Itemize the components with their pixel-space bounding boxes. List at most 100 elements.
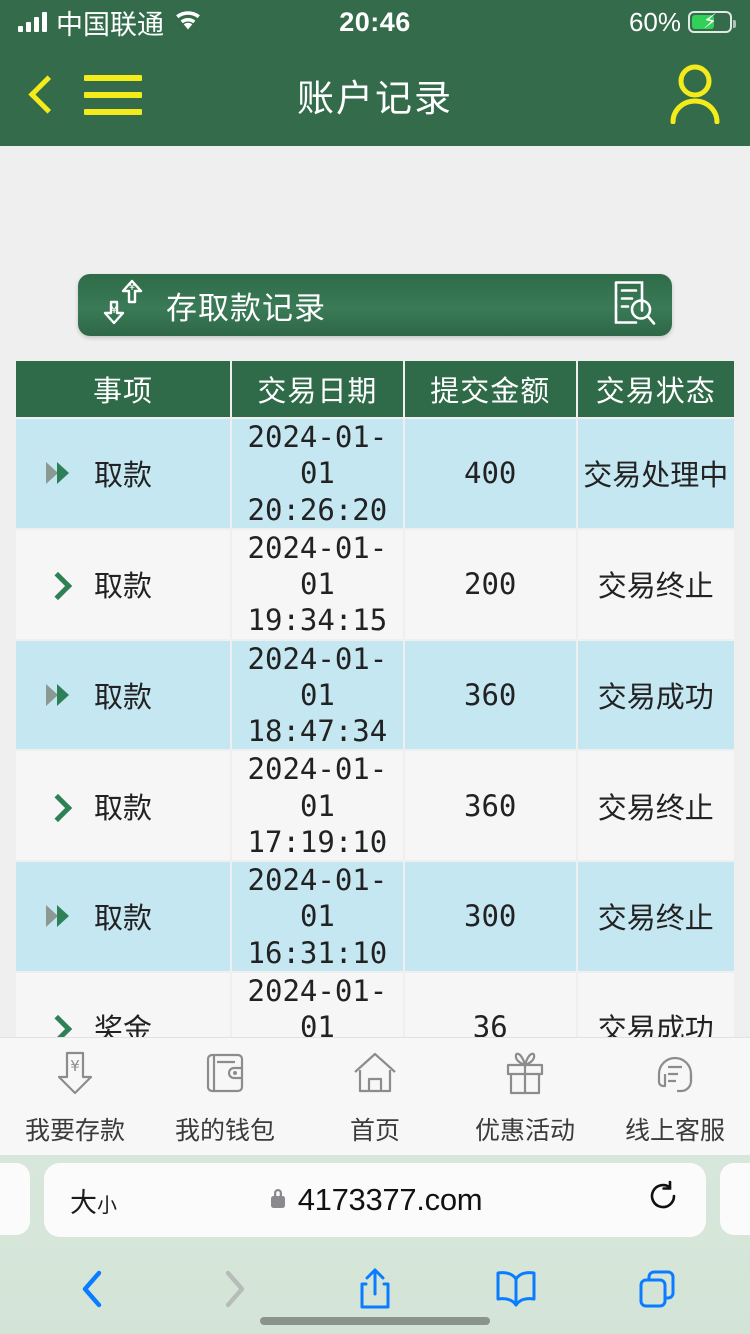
nav-item-wallet[interactable]: 我的钱包 [150, 1047, 300, 1147]
adjacent-tab-right[interactable] [720, 1163, 750, 1235]
cell-amount: 200 [402, 527, 578, 641]
cell-date: 2024-01-01 20:26:20 [230, 417, 405, 530]
home-icon [349, 1047, 401, 1104]
address-bar[interactable]: 大小 4173377.com [44, 1163, 706, 1237]
safari-toolbar [0, 1243, 750, 1334]
row-triangle-marker-icon [46, 460, 72, 486]
cell-status: 交易处理中 [575, 417, 737, 530]
cell-item: 取款 [14, 417, 232, 530]
cell-item: 取款 [14, 527, 232, 641]
records-banner-wrap: ¥ ¥ 存取款记录 [0, 146, 750, 336]
time-value: 18:47:34 [247, 714, 388, 748]
cell-item: 取款 [14, 860, 232, 973]
book-icon[interactable] [476, 1259, 556, 1319]
app-header-left-icons [26, 73, 142, 117]
item-label: 取款 [94, 681, 153, 714]
site-bottom-nav: ¥ 我要存款 我的钱包 [0, 1037, 750, 1155]
browser-forward-button [194, 1259, 274, 1319]
home-indicator [260, 1317, 490, 1325]
deposit-arrow-icon: ¥ [49, 1047, 101, 1104]
table-row[interactable]: 取款 2024-01-01 20:26:20 400 交易处理中 [14, 417, 737, 530]
time-value: 16:31:10 [247, 935, 388, 970]
cell-status: 交易终止 [575, 860, 737, 973]
document-search-icon[interactable] [610, 279, 656, 332]
nav-item-home[interactable]: 首页 [300, 1047, 450, 1147]
reload-icon[interactable] [646, 1179, 680, 1221]
cell-date: 2024-01-01 19:34:15 [230, 527, 405, 641]
back-chevron-icon[interactable] [26, 73, 56, 117]
svg-text:¥: ¥ [111, 305, 117, 316]
date-value: 2024-01-01 [247, 863, 388, 934]
records-banner[interactable]: ¥ ¥ 存取款记录 [78, 274, 672, 336]
table-header-row: 事项 交易日期 提交金额 交易状态 [14, 359, 737, 419]
carrier-label: 中国联通 [56, 9, 164, 40]
cell-amount: 300 [402, 860, 578, 973]
date-value: 2024-01-01 [247, 641, 388, 712]
col-header-date: 交易日期 [230, 359, 405, 419]
item-label: 取款 [94, 792, 153, 825]
time-value: 20:26:20 [247, 492, 388, 527]
cell-amount: 360 [402, 638, 578, 752]
tabs-icon[interactable] [617, 1259, 697, 1319]
date-value: 2024-01-01 [247, 420, 388, 491]
cell-item: 取款 [14, 749, 232, 862]
status-bar-right: 60% ⚡ [628, 6, 736, 38]
date-value: 2024-01-01 [247, 973, 388, 1044]
customer-service-icon [649, 1047, 701, 1104]
row-triangle-marker-icon [46, 903, 72, 929]
row-chevron-marker-icon [46, 793, 72, 819]
app-header: 账户记录 [0, 44, 750, 146]
nav-label-wallet: 我的钱包 [174, 1116, 275, 1145]
cell-date: 2024-01-01 16:31:10 [230, 860, 405, 973]
safari-browser-chrome: 大小 4173377.com [0, 1155, 750, 1334]
nav-label-promotions-home: 首页 [349, 1116, 400, 1145]
battery-charging-icon: ⚡ [688, 11, 736, 33]
date-value: 2024-01-01 [247, 530, 388, 601]
item-label: 取款 [94, 460, 153, 493]
page-settings-button[interactable]: 大小 [70, 1187, 117, 1218]
table-row[interactable]: 取款 2024-01-01 18:47:34 360 交易成功 [14, 638, 737, 752]
hamburger-menu-icon[interactable] [84, 75, 142, 115]
adjacent-tab-left[interactable] [0, 1163, 30, 1235]
nav-item-promotions[interactable]: 优惠活动 [450, 1047, 600, 1147]
table-row[interactable]: 取款 2024-01-01 16:31:10 300 交易终止 [14, 860, 737, 973]
nav-item-support[interactable]: 线上客服 [600, 1047, 750, 1147]
cell-date: 2024-01-01 17:19:10 [230, 749, 405, 862]
browser-back-button[interactable] [53, 1259, 133, 1319]
time-value: 17:19:10 [247, 824, 388, 859]
status-bar: 中国联通 20:46 60% ⚡ [0, 0, 750, 44]
cell-status: 交易终止 [575, 527, 737, 641]
row-triangle-marker-icon [46, 682, 72, 708]
nav-label-promotions: 优惠活动 [474, 1116, 575, 1145]
col-header-status: 交易状态 [575, 359, 737, 419]
cell-item: 取款 [14, 638, 232, 752]
row-chevron-marker-icon [46, 571, 72, 597]
wallet-icon [199, 1047, 251, 1104]
deposit-withdraw-arrows-icon: ¥ ¥ [96, 278, 152, 333]
svg-text:¥: ¥ [70, 1057, 80, 1075]
banner-title: 存取款记录 [166, 290, 326, 326]
nav-item-deposit[interactable]: ¥ 我要存款 [0, 1047, 150, 1147]
cell-status: 交易成功 [575, 638, 737, 752]
status-bar-clock: 20:46 [339, 6, 411, 37]
table-row[interactable]: 取款 2024-01-01 17:19:10 360 交易终止 [14, 749, 737, 862]
signal-bars-icon [18, 12, 47, 32]
item-label: 取款 [94, 571, 153, 604]
address-bar-center: 4173377.com [44, 1182, 706, 1218]
url-text: 4173377.com [297, 1182, 483, 1217]
status-bar-left: 中国联通 [18, 3, 203, 42]
item-label: 取款 [94, 903, 153, 936]
user-account-icon[interactable] [666, 62, 724, 129]
gift-icon [499, 1047, 551, 1104]
col-header-amount: 提交金额 [402, 359, 578, 419]
table-row[interactable]: 取款 2024-01-01 19:34:15 200 交易终止 [14, 527, 737, 641]
safari-url-row: 大小 4173377.com [0, 1155, 750, 1243]
nav-label-deposit: 我要存款 [24, 1116, 125, 1145]
share-icon[interactable] [335, 1259, 415, 1319]
cell-date: 2024-01-01 18:47:34 [230, 638, 405, 752]
battery-percent-label: 60% [628, 6, 681, 37]
cell-amount: 360 [402, 749, 578, 862]
date-value: 2024-01-01 [247, 752, 388, 823]
lock-icon [268, 1186, 288, 1215]
